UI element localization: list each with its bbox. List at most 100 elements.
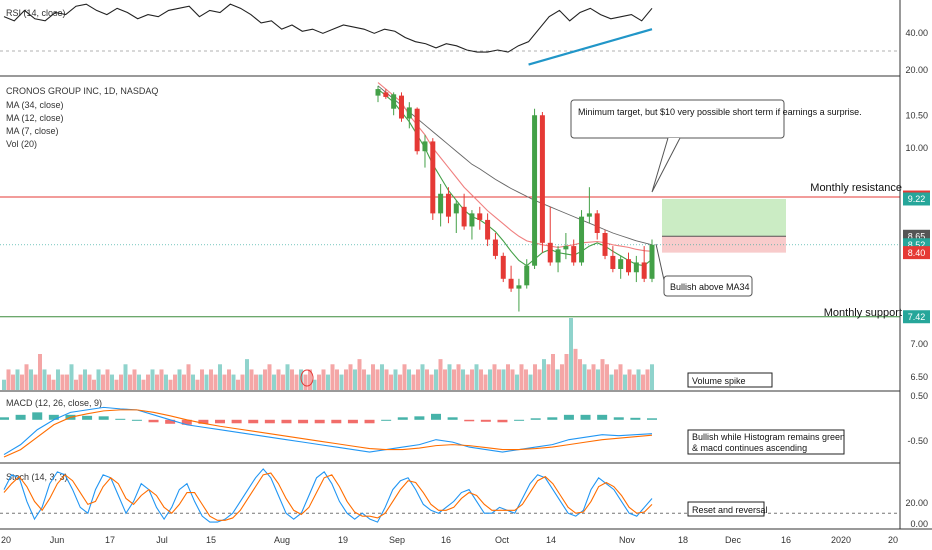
volume-bar [524, 369, 528, 390]
volume-bar [317, 374, 321, 390]
volume-bar [560, 364, 564, 390]
candle[interactable] [594, 213, 600, 233]
volume-bar [110, 374, 114, 390]
price-tag-label: 8.52 [908, 240, 926, 250]
macd-histogram [0, 412, 657, 425]
position-loss-zone[interactable] [662, 236, 786, 253]
volume-bar [380, 364, 384, 390]
position-profit-zone[interactable] [662, 198, 786, 237]
volume-bar [632, 374, 636, 390]
volume-bar [551, 354, 555, 390]
candle[interactable] [602, 233, 608, 256]
macd-histogram-bar [165, 419, 176, 424]
price-legend-ma12: MA (12, close) [6, 113, 64, 123]
volume-bar [101, 374, 105, 390]
candle[interactable] [649, 244, 655, 279]
candle[interactable] [618, 259, 624, 269]
macd-histogram-bar [215, 419, 225, 424]
volume-bar [47, 374, 51, 390]
candle[interactable] [453, 203, 459, 214]
time-tick-label: Dec [725, 535, 742, 545]
volume-spike-box[interactable] [687, 372, 773, 388]
volume-bar [65, 374, 69, 390]
candle[interactable] [626, 259, 632, 273]
volume-bar [483, 374, 488, 390]
candle[interactable] [383, 92, 389, 97]
volume-bar [528, 374, 533, 390]
candle[interactable] [461, 206, 467, 227]
candle[interactable] [633, 262, 639, 273]
macd-note-box[interactable] [687, 429, 845, 455]
volume-bar [159, 369, 164, 390]
ma34-callout-pointer [655, 243, 665, 281]
candle[interactable] [532, 115, 538, 266]
ma34-callout-text: Bullish above MA34 [670, 282, 750, 292]
candle[interactable] [422, 141, 428, 152]
target-callout-pointer [651, 137, 681, 193]
volume-bar [434, 369, 438, 390]
macd-histogram-bar [314, 419, 325, 424]
candle[interactable] [539, 115, 545, 243]
candle[interactable] [414, 108, 420, 152]
macd-histogram-bar [414, 416, 425, 420]
macd-signal-line [3, 409, 653, 458]
volume-bar [461, 369, 465, 390]
volume-bar [69, 364, 74, 390]
candle[interactable] [524, 265, 530, 286]
macd-histogram-bar [547, 417, 558, 420]
candle[interactable] [641, 262, 647, 279]
volume-bar [609, 374, 614, 390]
candle[interactable] [438, 193, 444, 214]
macd-histogram-bar [580, 414, 591, 420]
candle[interactable] [445, 193, 451, 217]
volume-bar [339, 374, 344, 390]
candle[interactable] [430, 141, 436, 214]
macd-histogram-bar [563, 414, 574, 420]
candle[interactable] [469, 213, 475, 227]
candle[interactable] [508, 278, 514, 289]
candle[interactable] [375, 89, 381, 96]
macd-histogram-bar [148, 419, 159, 423]
target-callout-box[interactable] [570, 99, 785, 139]
candle[interactable] [500, 255, 506, 279]
volume-bar [429, 374, 434, 390]
candle[interactable] [571, 246, 577, 263]
volume-bar [371, 364, 375, 390]
volume-bar [362, 369, 366, 390]
volume-bar [2, 379, 6, 390]
volume-bar [272, 374, 276, 390]
macd-note-line1: Bullish while Histogram remains green [692, 432, 845, 442]
price-legend-vol: Vol (20) [6, 139, 37, 149]
candle[interactable] [563, 246, 569, 250]
candle[interactable] [586, 213, 592, 217]
volume-bar [321, 369, 326, 390]
candle[interactable] [477, 213, 483, 220]
candle[interactable] [485, 219, 491, 240]
candles [375, 85, 655, 312]
ma34-callout-box[interactable] [663, 275, 753, 297]
candle[interactable] [547, 242, 553, 263]
candle[interactable] [398, 95, 404, 119]
time-tick-label: 18 [678, 535, 688, 545]
volume-bar [510, 369, 515, 390]
candle[interactable] [579, 216, 585, 263]
volume-bar [411, 374, 416, 390]
volume-bar [519, 364, 524, 390]
volume-bar [24, 364, 29, 390]
macd-histogram-bar [480, 419, 491, 422]
macd-histogram-bar [530, 418, 541, 420]
volume-bar [465, 374, 470, 390]
stoch-d-line [3, 472, 653, 521]
macd-tick-0.50: 0.50 [910, 391, 928, 401]
candle[interactable] [555, 249, 561, 263]
stoch-note-box[interactable] [687, 501, 765, 517]
volume-bar [605, 364, 609, 390]
candle[interactable] [406, 107, 412, 119]
volume-bar [249, 369, 254, 390]
candle[interactable] [391, 94, 397, 109]
candle[interactable] [610, 255, 616, 269]
volume-bar [182, 374, 186, 390]
rsi-trendline[interactable] [528, 28, 653, 66]
candle[interactable] [492, 239, 498, 256]
candle[interactable] [516, 285, 522, 289]
